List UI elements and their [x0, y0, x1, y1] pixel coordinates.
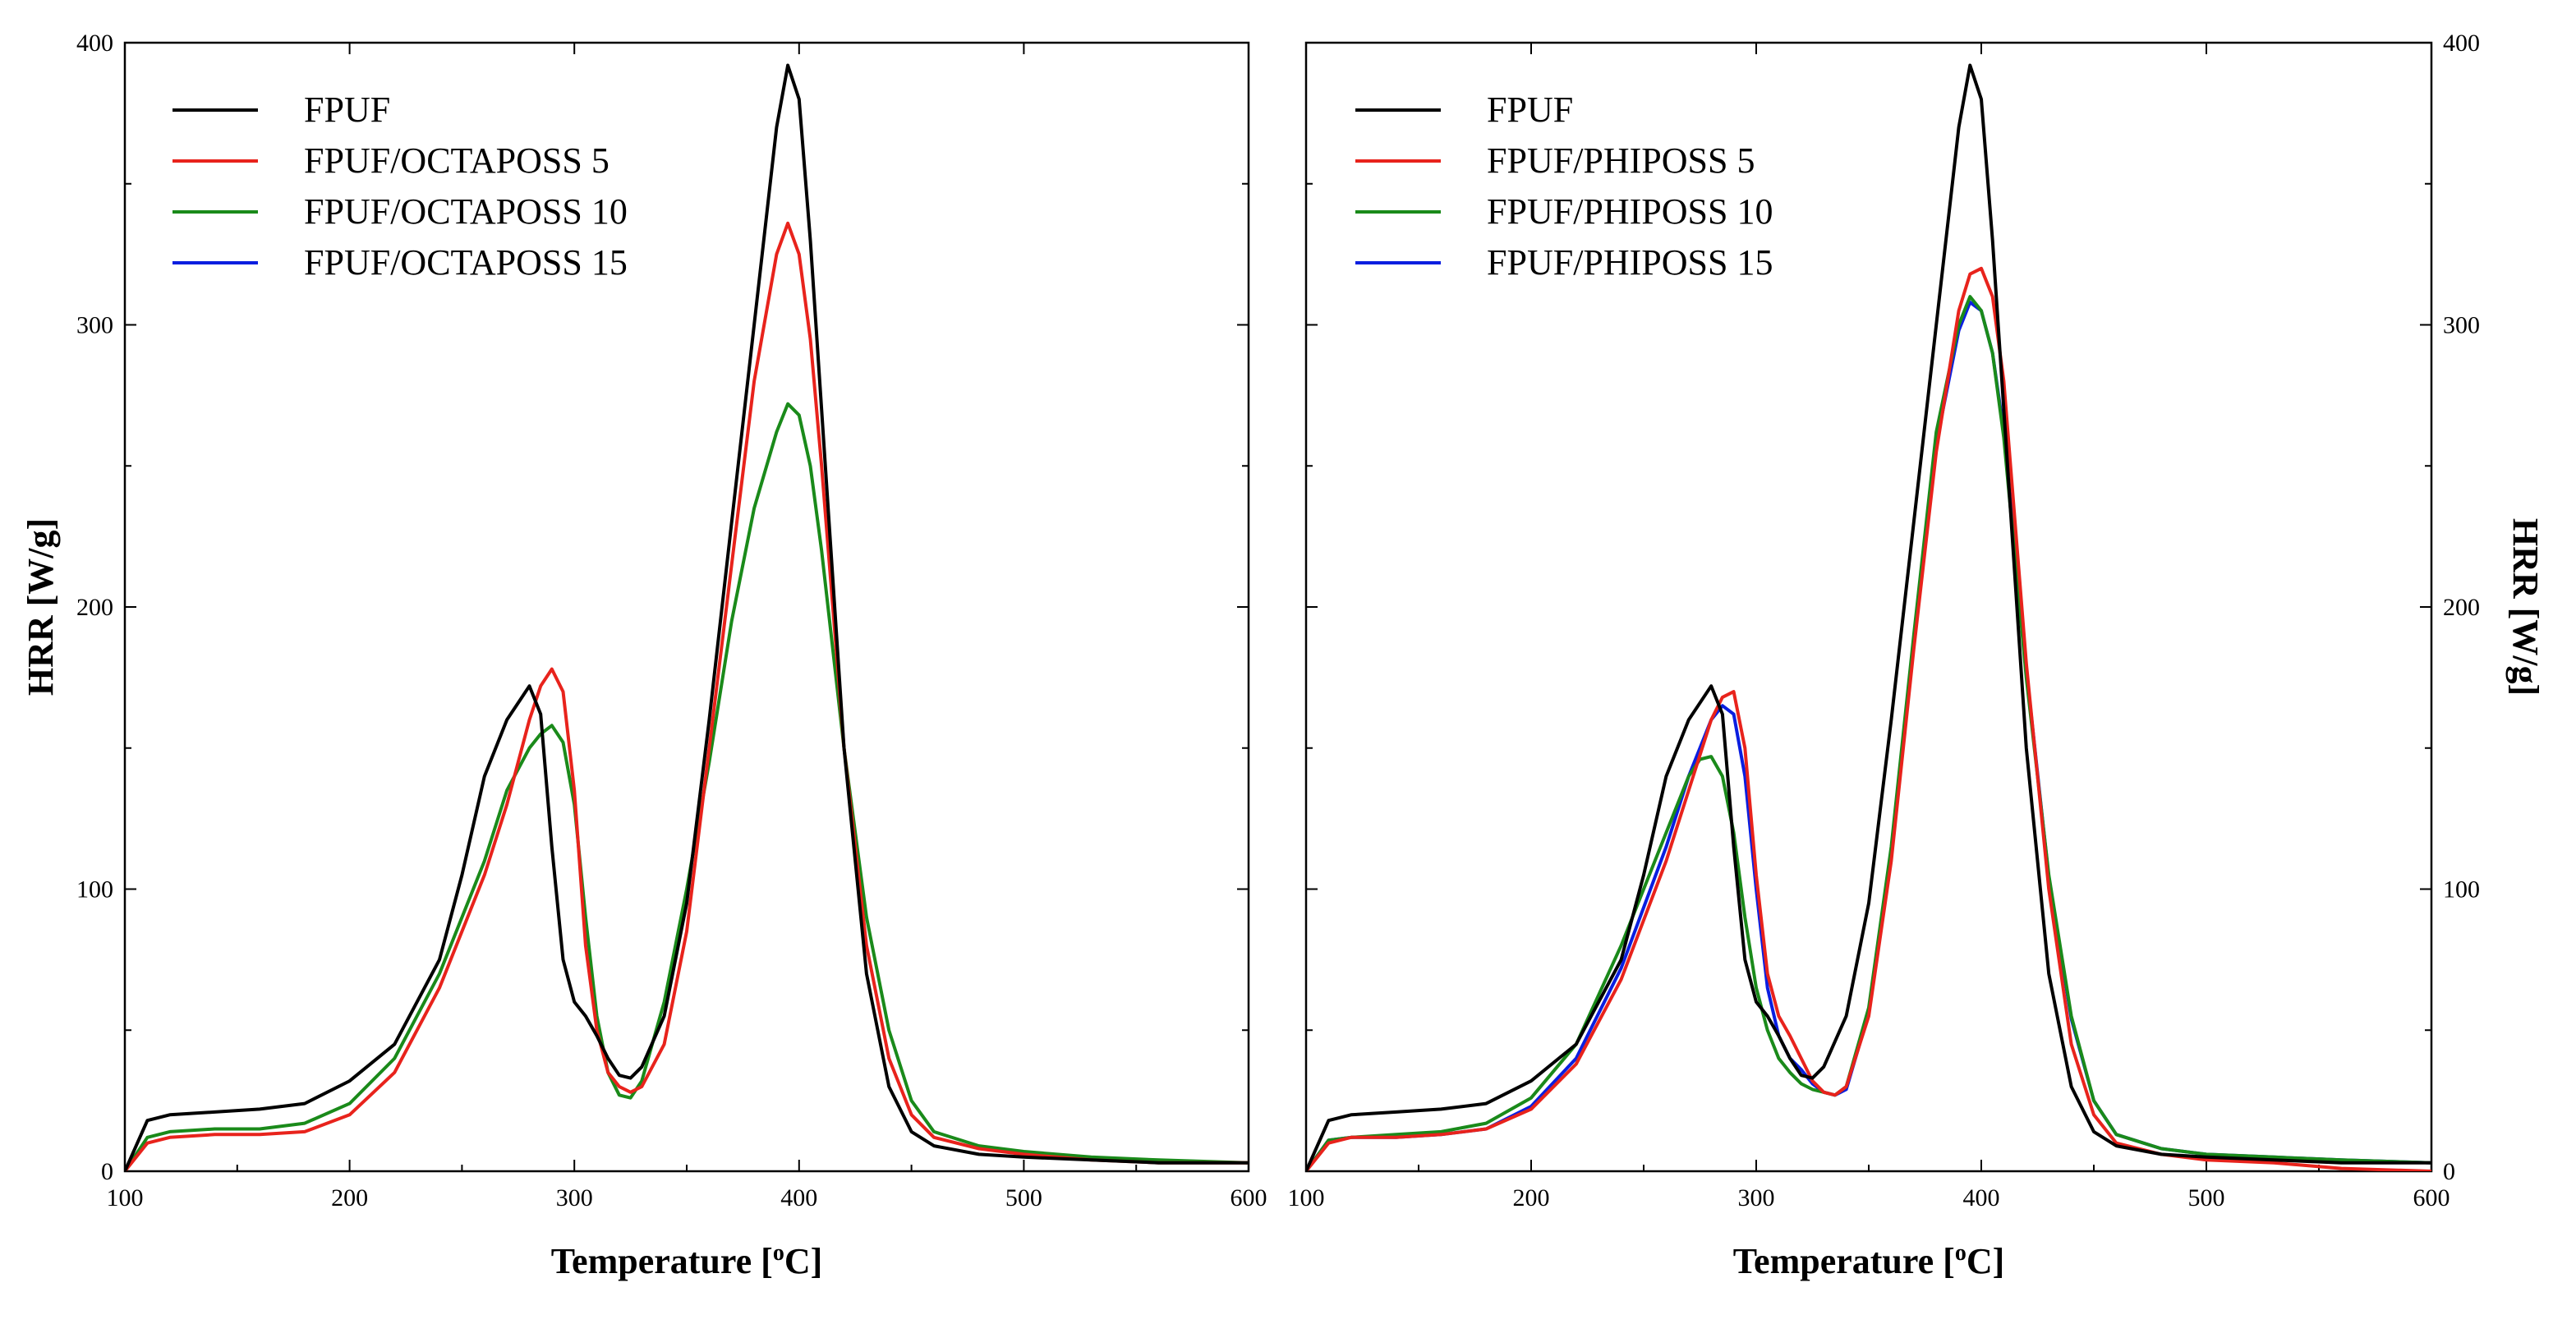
- chart-panel-1: 100 200 300 400 500 6000100200300400Temperatu…: [21, 30, 1267, 1281]
- x-tick-label: 100: [1288, 1184, 1325, 1211]
- plot-frame: [123, 41, 1250, 1173]
- x-axis-title: Temperature [oC]: [551, 1240, 823, 1281]
- x-tick-label: 300: [556, 1184, 593, 1211]
- legend-label: FPUF/OCTAPOSS 5: [304, 140, 610, 181]
- legend: FPUF FPUF/OCTAPOSS 5 FPUF/OCTAPOSS 10 FPUF/…: [172, 90, 628, 283]
- x-tick-label: 300: [1738, 1184, 1775, 1211]
- legend-label: FPUF: [1487, 90, 1573, 130]
- y-tick-label: 200: [2443, 594, 2480, 621]
- x-tick-label: 500: [2188, 1184, 2225, 1211]
- y-tick-label: 300: [2443, 312, 2480, 339]
- y-tick-label: 400: [2443, 30, 2480, 57]
- y-axis-title: HRR [W/g]: [21, 518, 61, 696]
- legend-label: FPUF: [304, 90, 390, 130]
- y-axis-title: HRR [W/g]: [2505, 518, 2546, 696]
- legend-label: FPUF/PHIPOSS 15: [1487, 242, 1773, 283]
- x-tick-label: 100: [107, 1184, 144, 1211]
- x-axis-title: Temperature [oC]: [1733, 1240, 2005, 1281]
- x-tick-label: 200: [1513, 1184, 1550, 1211]
- y-tick-label: 100: [2443, 876, 2480, 903]
- series-line-fpuf: [1306, 63, 2431, 1171]
- legend: FPUF FPUF/PHIPOSS 5 FPUF/PHIPOSS 10 FPUF/PH…: [1355, 90, 1773, 283]
- legend-label: FPUF/OCTAPOSS 15: [304, 242, 628, 283]
- y-tick-label: 300: [76, 312, 113, 339]
- x-tick-label: 400: [780, 1184, 817, 1211]
- x-tick-label: 200: [331, 1184, 368, 1211]
- y-tick-label: 100: [76, 876, 113, 903]
- series-line-fpuf-phiposs-15: [1306, 301, 2431, 1171]
- x-tick-label: 600: [2413, 1184, 2450, 1211]
- series-line-fpuf: [125, 63, 1249, 1171]
- series-line-fpuf-octaposs-10: [125, 402, 1249, 1171]
- x-tick-label: 500: [1005, 1184, 1042, 1211]
- legend-label: FPUF/PHIPOSS 5: [1487, 140, 1755, 181]
- y-tick-label: 400: [76, 30, 113, 57]
- series-line-fpuf-octaposs-5: [125, 221, 1249, 1171]
- y-tick-label: 200: [76, 594, 113, 621]
- legend-label: FPUF/OCTAPOSS 10: [304, 191, 628, 232]
- y-tick-label: 0: [2443, 1158, 2455, 1185]
- y-tick-label: 0: [101, 1158, 113, 1185]
- series-line-fpuf-phiposs-5: [1306, 266, 2431, 1171]
- x-tick-label: 600: [1230, 1184, 1267, 1211]
- series-line-fpuf-phiposs-10: [1306, 295, 2431, 1171]
- legend-label: FPUF/PHIPOSS 10: [1487, 191, 1773, 232]
- x-tick-label: 400: [1963, 1184, 2000, 1211]
